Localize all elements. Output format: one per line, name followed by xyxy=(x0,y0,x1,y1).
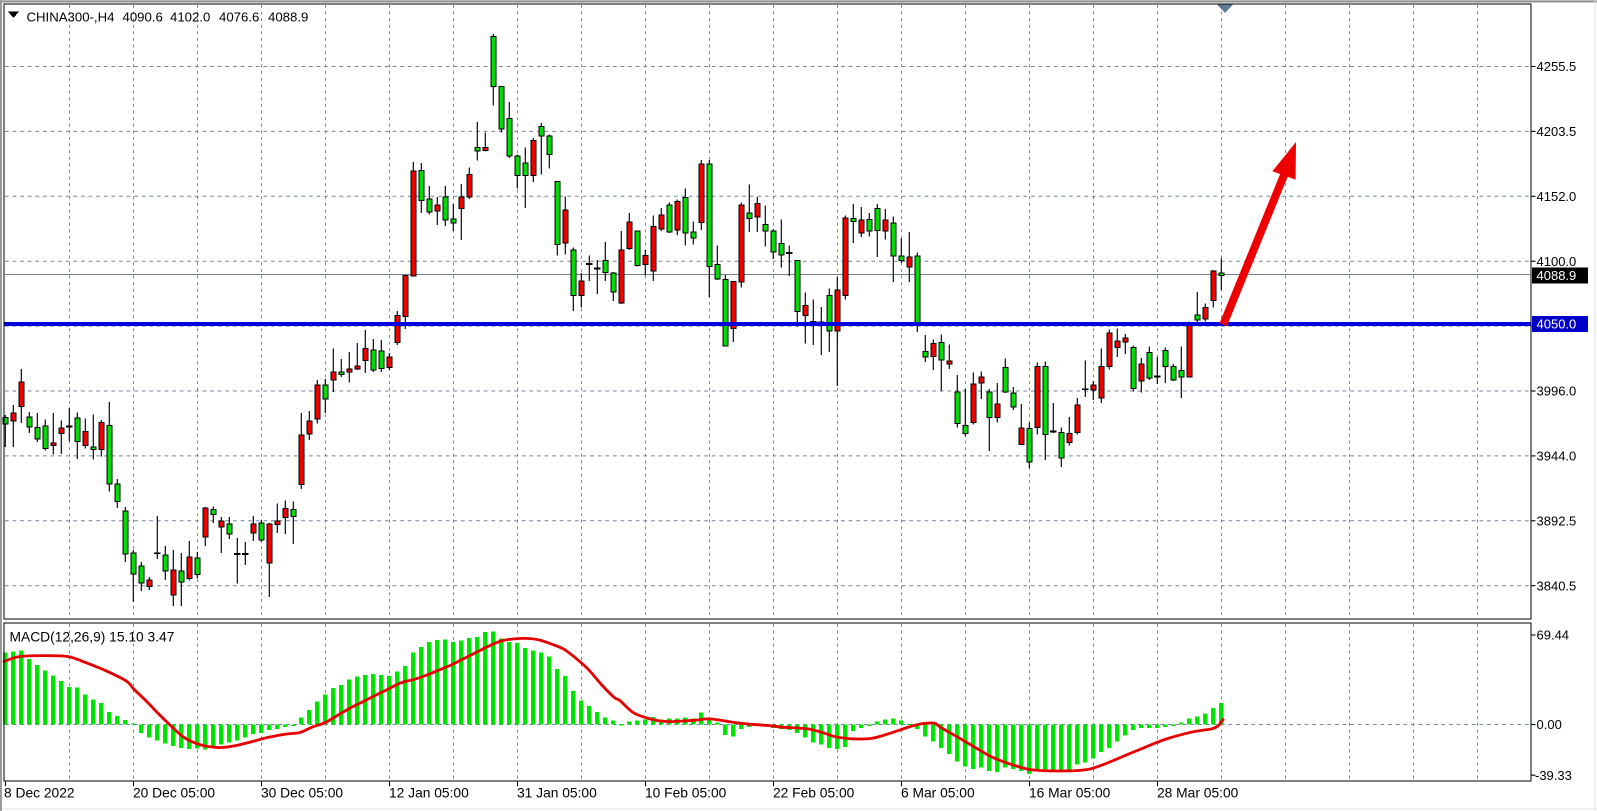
svg-text:28 Mar 05:00: 28 Mar 05:00 xyxy=(1157,786,1239,801)
svg-text:20 Dec 05:00: 20 Dec 05:00 xyxy=(133,786,215,801)
svg-text:16 Mar 05:00: 16 Mar 05:00 xyxy=(1029,786,1111,801)
svg-text:4076.6: 4076.6 xyxy=(219,10,259,25)
svg-text:4152.0: 4152.0 xyxy=(1537,189,1577,204)
svg-text:4088.9: 4088.9 xyxy=(1537,268,1577,283)
svg-text:6 Mar 05:00: 6 Mar 05:00 xyxy=(901,786,975,801)
svg-text:4050.0: 4050.0 xyxy=(1537,317,1577,332)
svg-text:3944.0: 3944.0 xyxy=(1537,449,1577,464)
svg-text:31 Jan 05:00: 31 Jan 05:00 xyxy=(517,786,597,801)
svg-text:0.00: 0.00 xyxy=(1537,717,1562,732)
svg-text:4088.9: 4088.9 xyxy=(268,10,308,25)
svg-text:3840.5: 3840.5 xyxy=(1537,578,1577,593)
svg-text:12 Jan 05:00: 12 Jan 05:00 xyxy=(389,786,469,801)
svg-text:3892.5: 3892.5 xyxy=(1537,513,1577,528)
svg-text:10 Feb 05:00: 10 Feb 05:00 xyxy=(645,786,727,801)
svg-text:4203.5: 4203.5 xyxy=(1537,124,1577,139)
svg-text:4102.0: 4102.0 xyxy=(170,10,210,25)
svg-text:4100.0: 4100.0 xyxy=(1537,254,1577,269)
svg-text:MACD(12,26,9) 15.10 3.47: MACD(12,26,9) 15.10 3.47 xyxy=(10,630,175,645)
svg-text:69.44: 69.44 xyxy=(1537,628,1570,643)
svg-text:4255.5: 4255.5 xyxy=(1537,59,1577,74)
svg-text:3996.0: 3996.0 xyxy=(1537,384,1577,399)
svg-text:22 Feb 05:00: 22 Feb 05:00 xyxy=(773,786,855,801)
svg-text:CHINA300-,H4: CHINA300-,H4 xyxy=(27,10,115,25)
svg-text:4090.6: 4090.6 xyxy=(123,10,163,25)
svg-text:30 Dec 05:00: 30 Dec 05:00 xyxy=(261,786,343,801)
svg-text:-39.33: -39.33 xyxy=(1535,768,1572,783)
svg-text:8 Dec 2022: 8 Dec 2022 xyxy=(4,786,75,801)
